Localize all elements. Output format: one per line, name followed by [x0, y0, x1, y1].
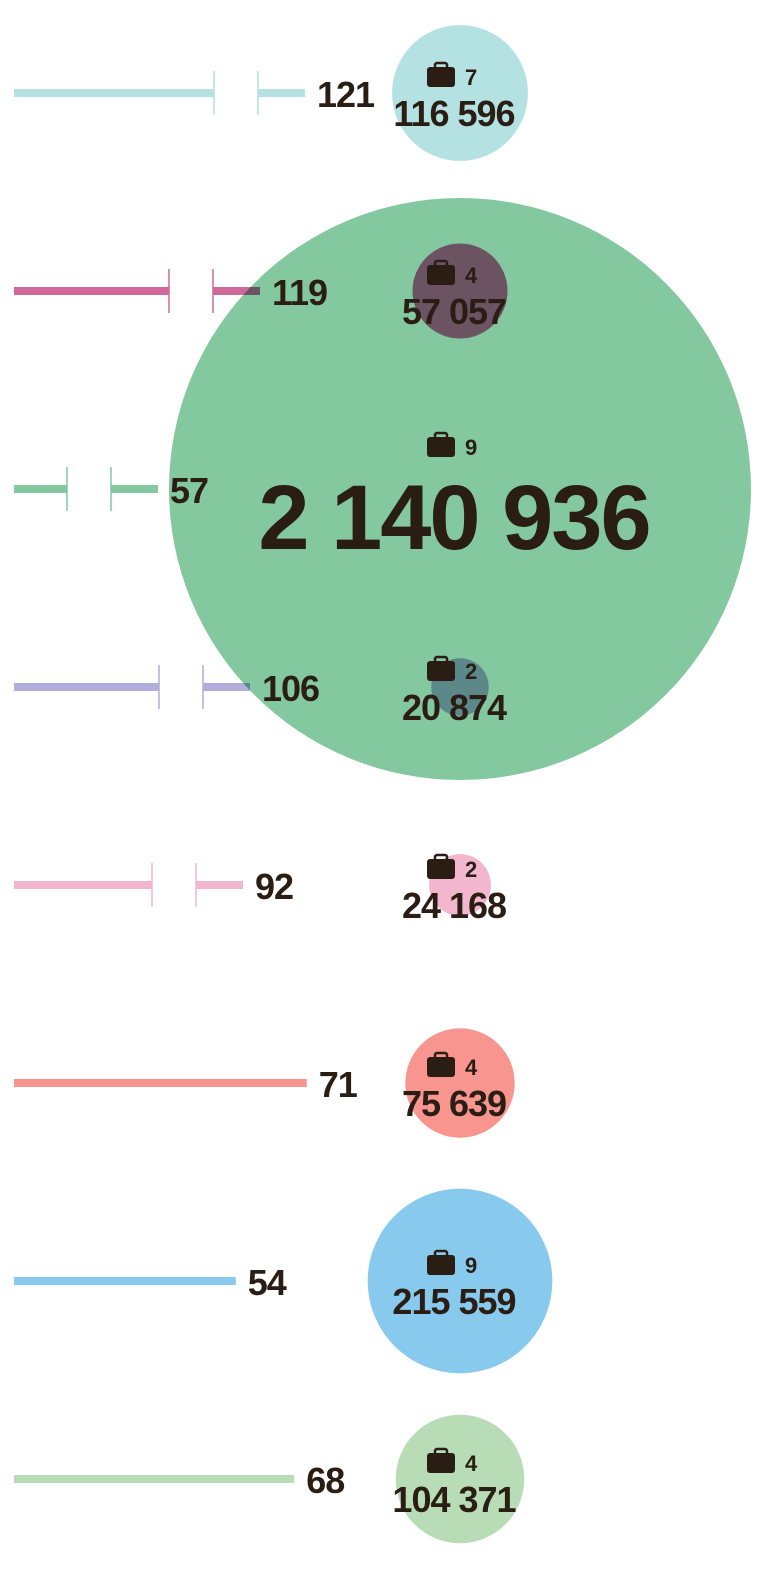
bubble-7 [395, 1414, 525, 1544]
bar-1-segment-1 [14, 287, 169, 295]
briefcase-icon [427, 431, 455, 457]
bar-value-label: 57 [170, 470, 208, 511]
count-label: 2 [465, 857, 477, 882]
count-label: 9 [465, 435, 477, 460]
bars [14, 71, 307, 1483]
total-label: 2 140 936 [258, 467, 649, 569]
total-label: 116 596 [393, 93, 514, 134]
briefcase-icon [427, 655, 455, 681]
bar-value-label: 54 [248, 1262, 287, 1303]
bubble-0 [392, 25, 528, 161]
count-label: 4 [465, 1451, 478, 1476]
bar-3-segment-2 [203, 683, 250, 691]
labels: 121 7 116 596 119 4 57 057 57 9 2 140 936 106 2 20 … [170, 61, 652, 1520]
count-label: 7 [465, 65, 477, 90]
bar-value-label: 119 [272, 272, 327, 313]
bar-6 [14, 1277, 236, 1285]
briefcase-icon [427, 61, 455, 87]
bar-3-segment-1 [14, 683, 159, 691]
bubble-6 [367, 1188, 553, 1374]
bar-2-segment-2 [111, 485, 158, 493]
briefcase-icon [427, 259, 455, 285]
bar-value-label: 121 [317, 74, 375, 115]
bar-value-label: 68 [306, 1460, 344, 1501]
bubble-2 [169, 198, 751, 780]
bar-0-segment-2 [258, 89, 305, 97]
count-label: 4 [465, 263, 478, 288]
bubbles [169, 25, 751, 1544]
bar-1-segment-2 [213, 287, 260, 295]
count-label: 4 [465, 1055, 478, 1080]
briefcase-icon [427, 1447, 455, 1473]
total-label: 104 371 [392, 1479, 516, 1520]
bar-4-segment-1 [14, 881, 152, 889]
briefcase-icon [427, 1249, 455, 1275]
briefcase-icon [427, 1051, 455, 1077]
total-label: 57 057 [402, 291, 506, 332]
bar-value-label: 71 [319, 1064, 358, 1105]
bar-value-label: 92 [255, 866, 293, 907]
bar-5 [14, 1079, 307, 1087]
total-label: 215 559 [392, 1281, 515, 1322]
bar-value-label: 106 [262, 668, 319, 709]
bar-2-segment-1 [14, 485, 67, 493]
bar-4-segment-2 [196, 881, 243, 889]
count-label: 9 [465, 1253, 477, 1278]
total-label: 75 639 [402, 1083, 506, 1124]
bubble-5 [405, 1028, 515, 1138]
briefcase-icon [427, 853, 455, 879]
total-label: 24 168 [402, 885, 506, 926]
bar-0-segment-1 [14, 89, 214, 97]
bar-7 [14, 1475, 295, 1483]
total-label: 20 874 [402, 687, 507, 728]
count-label: 2 [465, 659, 477, 684]
